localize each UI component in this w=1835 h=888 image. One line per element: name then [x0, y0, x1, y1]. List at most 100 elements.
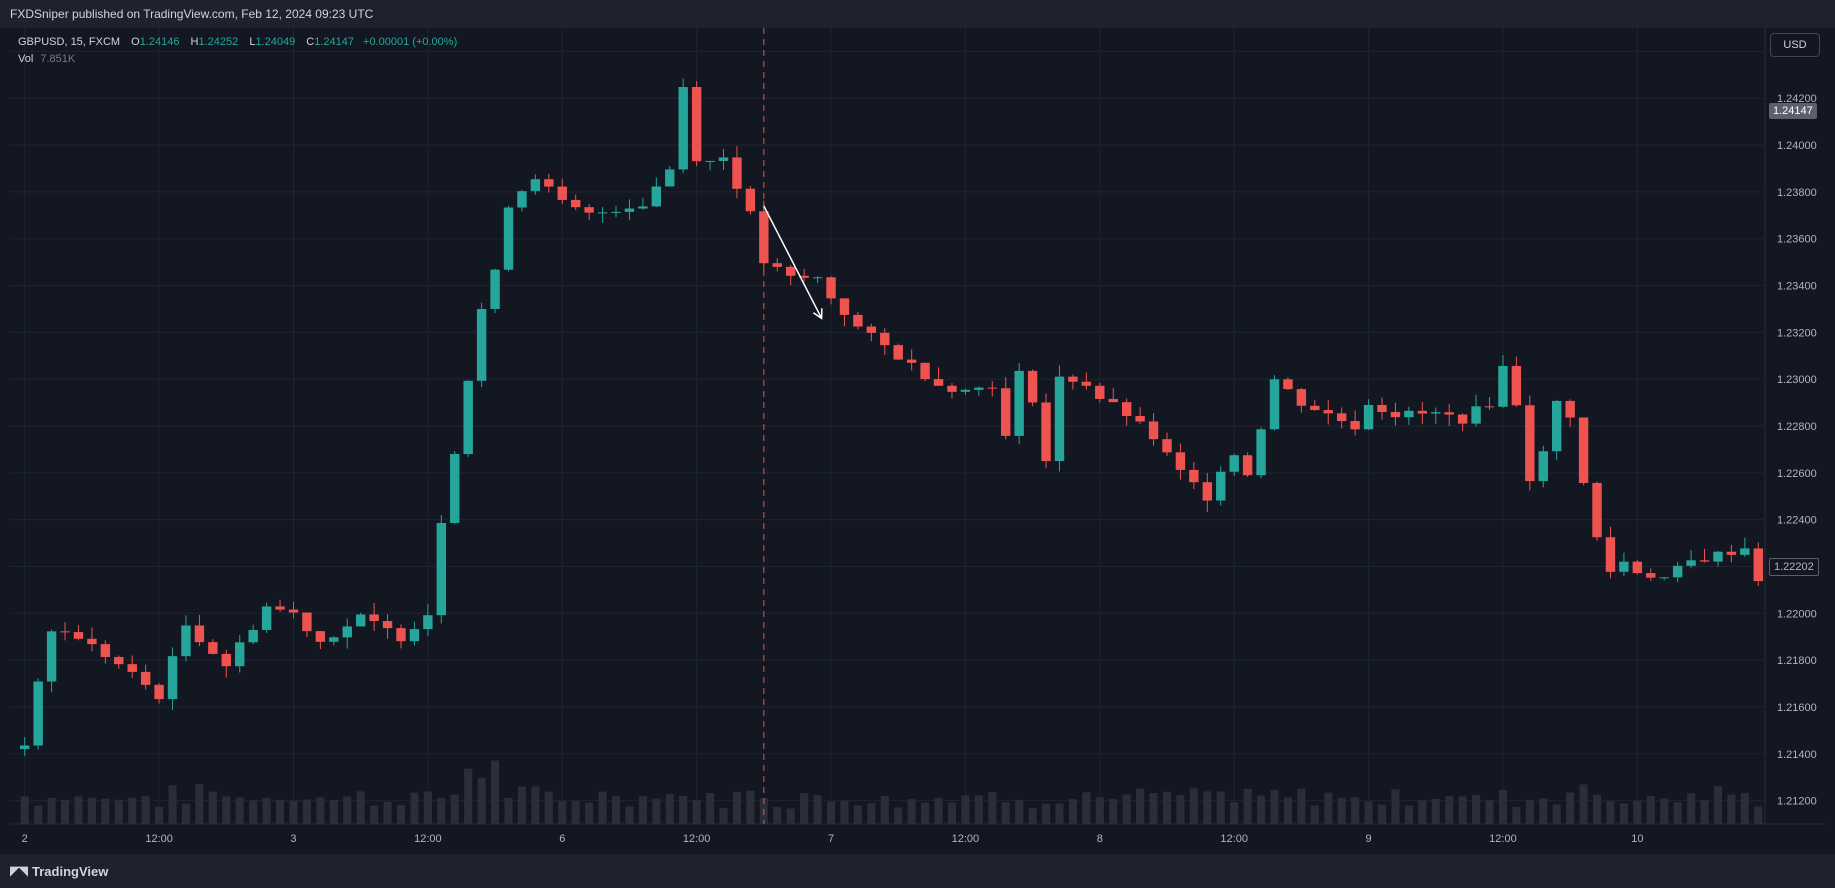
candle-body [1417, 410, 1428, 414]
candle-body [1216, 471, 1226, 501]
candle-body [1054, 376, 1065, 462]
volume-bar [356, 791, 365, 824]
y-tick-label: 1.21200 [1777, 796, 1817, 808]
volume-bar [1673, 802, 1682, 824]
volume-bar [423, 791, 432, 824]
y-tick-label: 1.23200 [1777, 327, 1817, 339]
currency-button[interactable]: USD [1770, 33, 1820, 57]
volume-bar [491, 760, 500, 824]
candle-body [1713, 551, 1723, 562]
volume-bar [1230, 802, 1239, 824]
volume-bar [1149, 792, 1158, 824]
candle-body [1646, 573, 1656, 578]
y-tick-label: 1.24000 [1777, 140, 1817, 152]
volume-bar [867, 803, 876, 824]
candle-body [1229, 455, 1239, 472]
volume-bar [934, 798, 943, 824]
volume-bar [1485, 800, 1494, 824]
candle-body [1336, 413, 1347, 422]
x-tick-label: 12:00 [145, 833, 173, 845]
candle-body [920, 362, 930, 380]
y-tick-label: 1.23400 [1777, 281, 1817, 293]
volume-bar [1431, 798, 1440, 824]
candle-body [315, 631, 326, 642]
volume-bar [1566, 792, 1575, 824]
y-tick-label: 1.24200 [1777, 93, 1817, 105]
candle-body [1538, 451, 1548, 482]
volume-bar [840, 800, 849, 824]
candle-body [181, 625, 191, 657]
volume-bar [1095, 797, 1104, 824]
volume-bar [316, 797, 325, 824]
x-tick-label: 10 [1631, 833, 1643, 845]
volume-bar [1619, 803, 1628, 824]
volume-value: 7.851K [40, 53, 76, 65]
volume-bar [611, 796, 621, 824]
candle-body [355, 614, 366, 627]
publish-text: FXDSniper published on TradingView.com, … [10, 7, 374, 21]
candle-body [584, 207, 594, 213]
volume-bar [813, 795, 822, 824]
candle-body [1457, 414, 1468, 424]
candle-body [1444, 412, 1454, 415]
y-tick-label: 1.22600 [1777, 468, 1817, 480]
open-label: O [131, 36, 140, 48]
chart-area[interactable]: 1.244001.242001.240001.238001.236001.234… [10, 28, 1825, 854]
candle-body [772, 263, 782, 267]
volume-bar [1136, 788, 1145, 824]
close-label: C [306, 36, 315, 48]
candle-body [745, 188, 756, 212]
x-tick-label: 12:00 [1489, 833, 1517, 845]
volume-bar [894, 807, 903, 824]
x-tick-label: 6 [559, 833, 565, 845]
candle-body [1525, 405, 1535, 482]
publish-header: FXDSniper published on TradingView.com, … [0, 0, 1835, 28]
volume-bar [1176, 795, 1185, 824]
volume-bar [1216, 791, 1225, 824]
candle-body [1726, 551, 1737, 555]
volume-bar [1337, 797, 1346, 824]
volume-bar [1740, 793, 1749, 824]
volume-bar [1364, 801, 1373, 824]
candle-body [302, 612, 312, 632]
candle-body [1390, 411, 1401, 418]
candle-body [503, 207, 514, 270]
tradingview-logo[interactable]: ◤◥ TradingView [10, 864, 108, 879]
candle-body [194, 625, 205, 643]
candlestick-chart[interactable]: 1.244001.242001.240001.238001.236001.234… [10, 28, 1825, 854]
volume-bar [1189, 788, 1198, 824]
candle-body [1632, 561, 1643, 574]
candle-body [1686, 560, 1696, 566]
volume-bar [719, 808, 728, 824]
volume-bar [343, 796, 352, 824]
volume-bar [974, 795, 983, 824]
volume-bar [1391, 789, 1400, 824]
volume-bar [1700, 800, 1709, 824]
volume-bar [87, 797, 96, 824]
candle-body [678, 86, 688, 170]
candle-body [947, 385, 957, 392]
volume-bar [773, 806, 782, 824]
candle-body [691, 86, 702, 162]
symbol-label[interactable]: GBPUSD, 15, FXCM [18, 36, 121, 48]
candle-body [463, 380, 473, 454]
candle-body [1740, 548, 1750, 555]
y-tick-label: 1.21600 [1777, 702, 1817, 714]
volume-label[interactable]: Vol [18, 53, 34, 65]
volume-bar [1015, 799, 1024, 824]
candle-body [1027, 370, 1038, 403]
low-value: 1.24049 [255, 36, 296, 48]
volume-bar [47, 797, 56, 824]
candle-body [275, 606, 285, 610]
open-value: 1.24146 [139, 36, 180, 48]
volume-bar [450, 794, 459, 824]
y-tick-label: 1.23800 [1777, 187, 1817, 199]
candle-body [1377, 404, 1387, 412]
volume-bar [101, 798, 110, 824]
candle-body [1310, 405, 1320, 411]
volume-bar [706, 793, 715, 824]
candle-body [624, 208, 635, 212]
candle-body [329, 637, 339, 642]
volume-bar [477, 777, 486, 824]
candle-body [906, 359, 917, 363]
